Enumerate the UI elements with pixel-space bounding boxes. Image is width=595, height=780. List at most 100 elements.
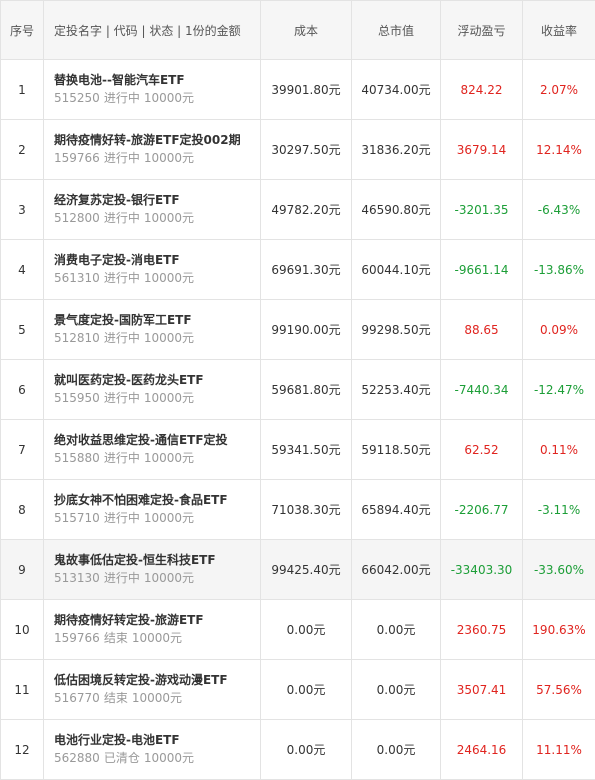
plan-unit-amount: 10000元 (144, 751, 194, 765)
floating-pnl-cell: 2464.16 (441, 720, 523, 780)
floating-pnl-cell: 824.22 (441, 60, 523, 120)
yield-cell: -33.60% (523, 540, 595, 600)
plan-name[interactable]: 抄底女神不怕困难定投-食品ETF (54, 492, 260, 508)
cost-cell: 30297.50元 (261, 120, 352, 180)
yield-cell: 57.56% (523, 660, 595, 720)
row-index: 4 (1, 240, 44, 300)
cost-cell: 59681.80元 (261, 360, 352, 420)
plan-status: 结束 (104, 631, 128, 645)
plan-code: 515880 (54, 451, 100, 465)
plan-code: 562880 (54, 751, 100, 765)
plan-name[interactable]: 低估困境反转定投-游戏动漫ETF (54, 672, 260, 688)
plan-unit-amount: 10000元 (144, 511, 194, 525)
yield-cell: -3.11% (523, 480, 595, 540)
plan-meta: 515880 进行中 10000元 (54, 450, 260, 467)
col-header-index: 序号 (1, 1, 44, 60)
cost-cell: 49782.20元 (261, 180, 352, 240)
plan-code: 515250 (54, 91, 100, 105)
plan-code: 516770 (54, 691, 100, 705)
row-index: 11 (1, 660, 44, 720)
floating-pnl-cell: -2206.77 (441, 480, 523, 540)
plan-unit-amount: 10000元 (144, 211, 194, 225)
floating-pnl-cell: 3679.14 (441, 120, 523, 180)
plan-code: 512800 (54, 211, 100, 225)
plan-name[interactable]: 期待疫情好转-旅游ETF定投002期 (54, 132, 260, 148)
market-value-cell: 40734.00元 (352, 60, 441, 120)
plan-name[interactable]: 电池行业定投-电池ETF (54, 732, 260, 748)
cost-cell: 0.00元 (261, 720, 352, 780)
plan-unit-amount: 10000元 (132, 631, 182, 645)
market-value-cell: 99298.50元 (352, 300, 441, 360)
plan-code: 513130 (54, 571, 100, 585)
plan-name[interactable]: 期待疫情好转定投-旅游ETF (54, 612, 260, 628)
plan-unit-amount: 10000元 (144, 331, 194, 345)
plan-code: 515710 (54, 511, 100, 525)
plan-name[interactable]: 绝对收益思维定投-通信ETF定投 (54, 432, 260, 448)
cost-cell: 39901.80元 (261, 60, 352, 120)
row-index: 7 (1, 420, 44, 480)
header-row: 序号 定投名字 | 代码 | 状态 | 1份的金额 成本 总市值 浮动盈亏 收益… (1, 1, 595, 60)
floating-pnl-cell: 88.65 (441, 300, 523, 360)
cost-cell: 59341.50元 (261, 420, 352, 480)
row-index: 9 (1, 540, 44, 600)
plan-status: 进行中 (104, 451, 140, 465)
plan-code: 561310 (54, 271, 100, 285)
floating-pnl-cell: 62.52 (441, 420, 523, 480)
plan-unit-amount: 10000元 (144, 451, 194, 465)
plan-unit-amount: 10000元 (144, 391, 194, 405)
table-header: 序号 定投名字 | 代码 | 状态 | 1份的金额 成本 总市值 浮动盈亏 收益… (1, 1, 595, 60)
plan-unit-amount: 10000元 (144, 571, 194, 585)
col-header-floating-pnl: 浮动盈亏 (441, 1, 523, 60)
floating-pnl-cell: 2360.75 (441, 600, 523, 660)
plan-status: 结束 (104, 691, 128, 705)
yield-cell: -13.86% (523, 240, 595, 300)
cost-cell: 0.00元 (261, 660, 352, 720)
plan-code: 159766 (54, 151, 100, 165)
yield-cell: -6.43% (523, 180, 595, 240)
market-value-cell: 60044.10元 (352, 240, 441, 300)
yield-cell: 0.11% (523, 420, 595, 480)
plan-unit-amount: 10000元 (144, 271, 194, 285)
plan-status: 进行中 (104, 571, 140, 585)
plan-name[interactable]: 经济复苏定投-银行ETF (54, 192, 260, 208)
col-header-cost: 成本 (261, 1, 352, 60)
table-row[interactable]: 7 绝对收益思维定投-通信ETF定投 515880 进行中 10000元 59341.50… (1, 420, 595, 480)
row-index: 2 (1, 120, 44, 180)
plan-name[interactable]: 替换电池--智能汽车ETF (54, 72, 260, 88)
plan-name[interactable]: 就叫医药定投-医药龙头ETF (54, 372, 260, 388)
plan-code: 512810 (54, 331, 100, 345)
market-value-cell: 52253.40元 (352, 360, 441, 420)
market-value-cell: 59118.50元 (352, 420, 441, 480)
cost-cell: 99190.00元 (261, 300, 352, 360)
row-index: 6 (1, 360, 44, 420)
plan-name[interactable]: 鬼故事低估定投-恒生科技ETF (54, 552, 260, 568)
plan-status: 进行中 (104, 151, 140, 165)
plan-name[interactable]: 消费电子定投-消电ETF (54, 252, 260, 268)
plan-name[interactable]: 景气度定投-国防军工ETF (54, 312, 260, 328)
